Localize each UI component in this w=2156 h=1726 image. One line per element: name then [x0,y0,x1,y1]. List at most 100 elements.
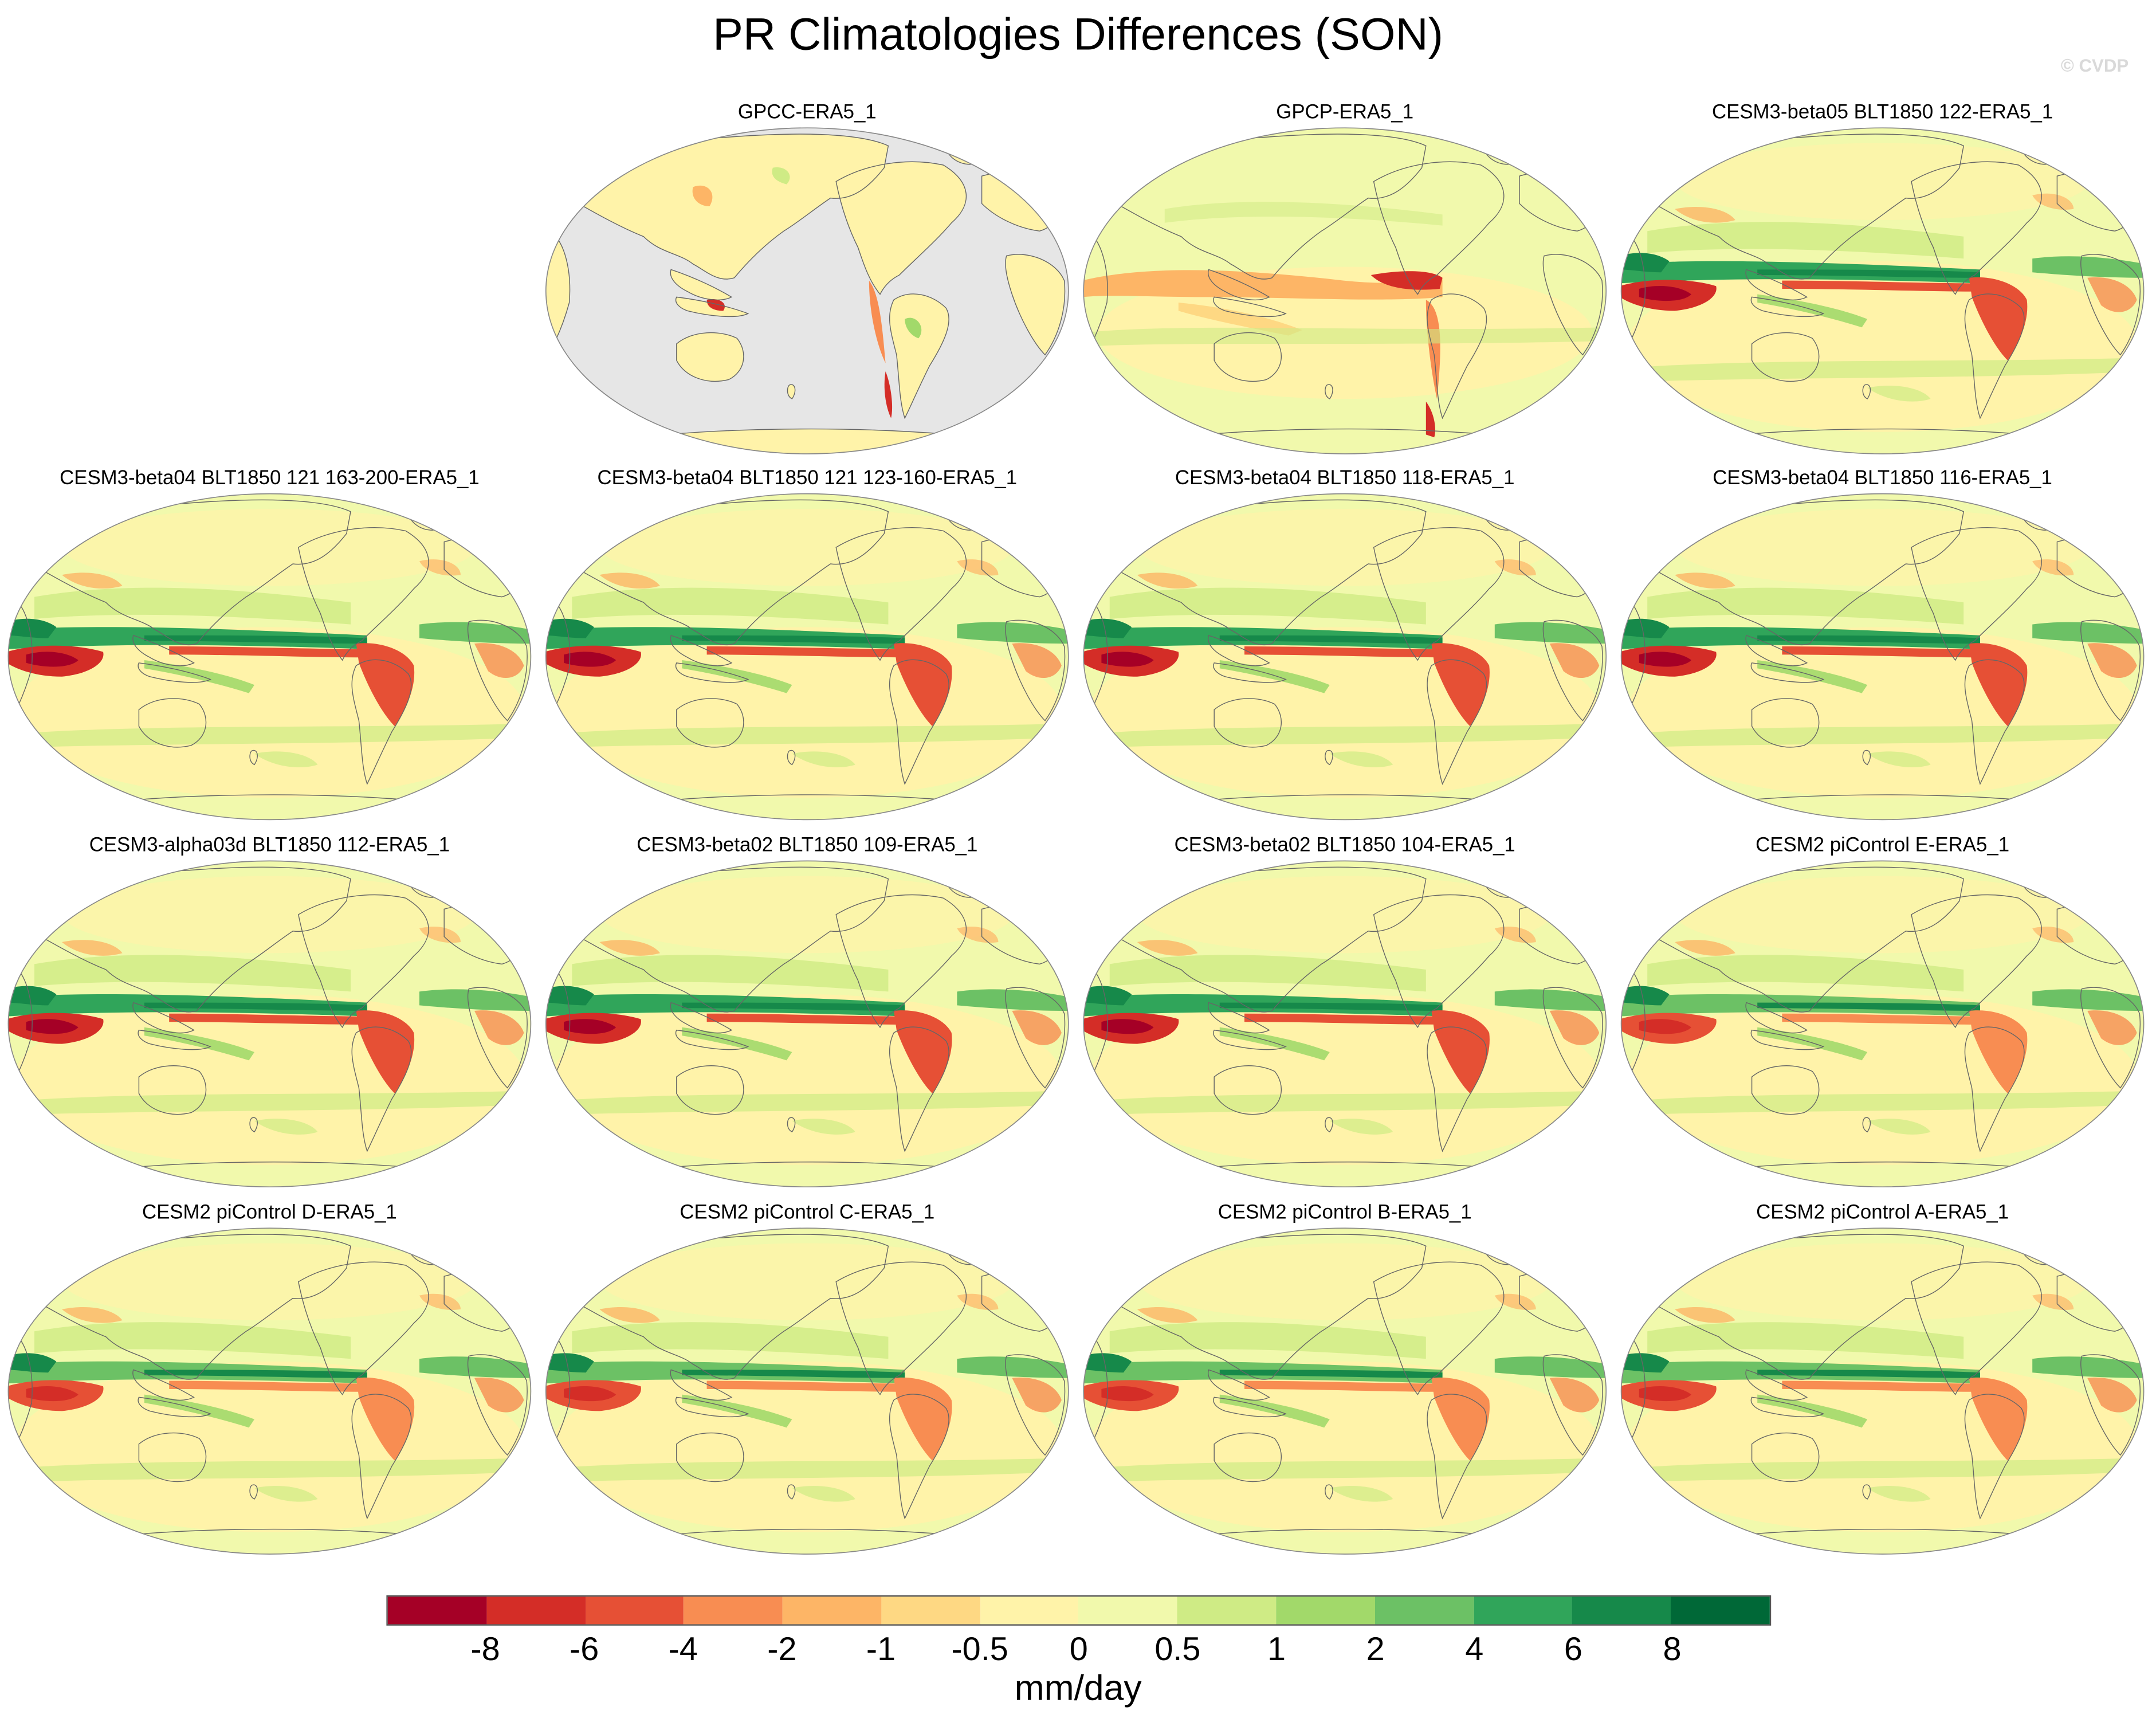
coastline-afr2 [1542,254,1603,356]
coastline-austr [138,698,207,748]
colorbar [386,1595,1772,1626]
europe-dry-patch [2032,193,2074,210]
colorbar-swatch [1276,1596,1375,1625]
map-panel [1620,492,2145,821]
coastline-namer [835,527,967,661]
coastline-indo [1750,296,1825,317]
atlantic-itcz-wet [419,1356,531,1378]
north-neutral [63,876,476,954]
north-neutral [1676,1243,2089,1320]
coastline-nz [1325,384,1333,399]
indian-ocean-wet [1083,986,1132,1006]
atlantic-itcz-wet [2032,256,2144,278]
coastline-seasia [1207,1002,1270,1034]
north-pacific-wet [572,587,889,625]
patagonia-dry-bias [884,371,893,418]
panel-title: CESM3-alpha03d BLT1850 112-ERA5_1 [89,834,450,857]
coastline-nz [249,1484,258,1500]
south-pacific-wet [1867,1119,1931,1135]
figure-title: PR Climatologies Differences (SON) [713,8,1444,60]
panel-title: CESM2 piControl E-ERA5_1 [1756,834,2010,857]
north-dry-patch [1675,1307,1735,1323]
africa-dry [2087,1377,2137,1413]
coastline-samer [889,1394,949,1520]
coastline-seasia [132,634,195,666]
coastline-nz [1325,1484,1333,1500]
colorbar-tick-label: 2 [1366,1631,1385,1669]
indian-ocean-wet [8,618,57,638]
map-svg [1083,1227,1607,1555]
coastline-austr [1214,1065,1282,1115]
coastline-austr [1751,698,1820,748]
coastline-seasia [1207,269,1270,301]
africa-dry [474,1010,524,1045]
map-svg [1620,1227,2145,1555]
south-america-dry [894,643,952,727]
land-samer [889,293,949,418]
coastline-namer [297,894,429,1029]
coastline-indo [1213,296,1287,317]
south-america-dry [356,1010,415,1094]
colorbar-tick-label: -8 [470,1631,500,1669]
panel-title: CESM3-beta04 BLT1850 116-ERA5_1 [1713,468,2052,490]
indian-ocean-wet [545,618,594,638]
coastline-indo [675,296,749,317]
indian-ocean-wet [1621,986,1670,1006]
land-namer [836,162,967,295]
north-dry-patch [62,572,123,589]
coastline-afr2 [1005,987,1066,1089]
coastline-indo [1750,1029,1825,1050]
coastline-nz [1325,1117,1333,1133]
coastline-samer [1964,1026,2025,1152]
map-border [1620,493,2145,821]
coastline-afr2 [2080,254,2141,356]
coastline-samer [889,1026,949,1152]
atlantic-itcz-wet [957,1356,1069,1378]
atlantic-itcz-wet [1494,989,1607,1011]
coastline-nz [787,1117,796,1133]
africa-dry [2087,643,2137,678]
map-border [1620,127,2145,454]
colorbar-swatch [1473,1596,1573,1625]
southern-ocean-wet [1621,1090,2144,1116]
south-america-dry [1431,1010,1490,1094]
itcz-dry-flank [169,1380,367,1392]
maritime-dry-core [1639,1386,1691,1402]
coastline-namer [297,1261,429,1395]
coastline-austr [138,1065,207,1115]
itcz-dry-flank [706,1380,905,1392]
itcz-dry-flank [706,646,905,658]
itcz-dry-flank [1782,1013,1981,1025]
map-panel [1082,1227,1608,1556]
itcz-wet-core [682,1370,905,1378]
map-border [1083,493,1607,821]
north-dry-patch [1675,940,1735,956]
maritime-dry-core [26,652,78,667]
coastline-samer [351,1394,412,1520]
south-pacific-wet [792,1486,855,1502]
map-panel [1082,492,1608,821]
map-panel [1620,127,2145,456]
panel-title: CESM3-beta02 BLT1850 104-ERA5_1 [1174,834,1515,857]
north-pacific-wet [34,1322,351,1359]
south-america-dry [1969,1377,2028,1461]
atlantic-itcz-wet [419,989,531,1011]
coastline-indo [1750,662,1825,683]
coastline-afr2 [2080,619,2141,721]
coastline-nz [1862,1117,1871,1133]
colorbar-tick-label: -0.5 [951,1631,1008,1669]
itcz-wet-core [1219,1002,1443,1011]
map-svg [1620,493,2145,821]
south-america-dry [1431,1377,1490,1461]
south-pacific-wet [254,1486,318,1502]
maritime-dry-core [1639,652,1691,667]
south-pacific-wet [1329,1486,1393,1502]
map-panel [1620,1227,2145,1556]
coastline-namer [835,1261,967,1395]
north-dry-patch [62,1307,123,1323]
indian-ocean-wet [1621,1353,1670,1373]
africa-dry [474,1377,524,1413]
europe-dry-patch [419,926,461,943]
north-pacific-wet [572,955,889,992]
